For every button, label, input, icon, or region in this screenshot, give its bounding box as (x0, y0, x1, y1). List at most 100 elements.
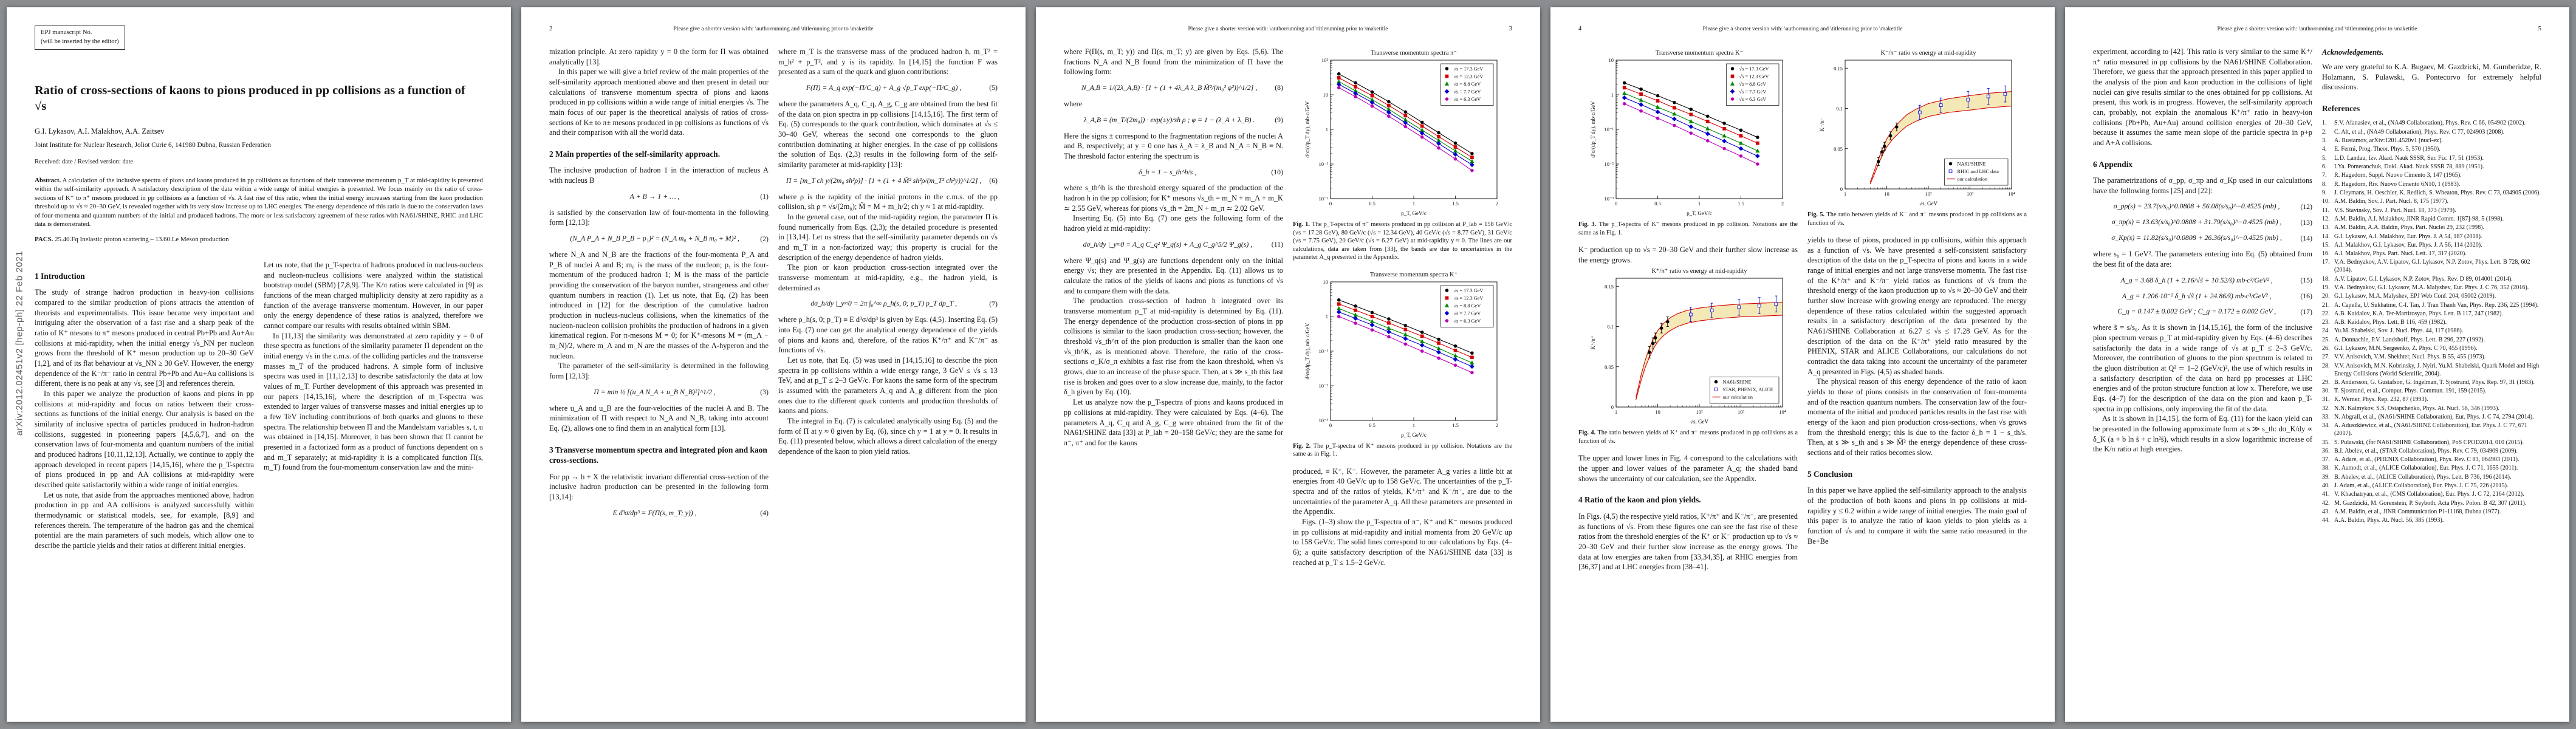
authors-line: G.I. Lykasov, A.I. Malakhov, A.A. Zaitse… (35, 126, 165, 135)
svg-text:10⁻¹: 10⁻¹ (1318, 348, 1328, 354)
reference-text: B. Andersson, G. Gustafson, G. Ingelman,… (2334, 378, 2535, 386)
reference-text: A. Donnachie, P.V. Landshoff, Phys. Lett… (2334, 336, 2485, 343)
equation-body: Π = min ½ [(u_A N_A + u_B N_B)²]^1/2 , (594, 387, 716, 396)
svg-text:10⁻¹: 10⁻¹ (1604, 126, 1614, 132)
reference-number: 35. (2322, 439, 2330, 446)
column-right: Acknowledgements. We are very grateful to… (2322, 47, 2541, 526)
equation: C_q = 0.147 ± 0.002 GeV ; C_g = 0.172 ± … (2093, 307, 2312, 317)
reference-item: 2. C. Alt, et al., (NA49 Collaboration), … (2322, 129, 2541, 137)
plot-fig2: Transverse momentum spectra K⁺ 0 0.5 1 1.5 2 1… (1304, 272, 1498, 438)
reference-text: T. Sjostrand, et al., Comput. Phys. Comm… (2334, 388, 2487, 395)
svg-text:2: 2 (1781, 200, 1783, 207)
column-right: Let us note, that the p_T-spectra of had… (264, 260, 483, 551)
abstract: Abstract. A calculation of the inclusive… (35, 176, 483, 229)
equation: N_A,B = 1/(2λ_A,B) · [1 + (1 + 4λ_A λ_B … (1064, 83, 1283, 93)
svg-text:√s = 12.3 GeV: √s = 12.3 GeV (1453, 295, 1483, 301)
svg-text:10: 10 (1608, 57, 1614, 63)
svg-text:1: 1 (1412, 200, 1414, 207)
svg-text:K⁺/π⁺ ratio vs energy at mid-r: K⁺/π⁺ ratio vs energy at mid-rapidity (1651, 268, 1747, 275)
two-column-body: Transverse momentum spectra K⁻ 0 0.5 1 1.5 2 1… (1578, 47, 2027, 572)
figure-caption: Fig. 5. The ratio between yields of K⁻ a… (1807, 211, 2027, 227)
column-right: K⁻/π⁻ ratio vs energy at mid-rapidity 1 10… (1807, 47, 2027, 572)
paragraph: where s̃ = s/s₀. As it is shown in [14,1… (2093, 323, 2312, 413)
paper-title: Ratio of cross-sections of kaons to pion… (35, 83, 465, 114)
svg-text:0.1: 0.1 (1607, 324, 1614, 330)
reference-text: V.V. Anisovich, M.N. Kobrinsky, J. Nyiri… (2334, 362, 2540, 377)
running-header: 4 Please give a shorter version with: \a… (1578, 26, 2027, 32)
reference-number: 37. (2322, 456, 2330, 464)
running-title: Please give a shorter version with: \aut… (1188, 26, 1388, 32)
reference-item: 23. A.B. Kaidalov, Phys. Lett. B 116, 459… (2322, 319, 2541, 327)
svg-text:K⁻/π⁻: K⁻/π⁻ (1819, 117, 1825, 131)
reference-list: 1. S.V. Afanasiev, et al., (NA49 Collabor… (2322, 120, 2541, 525)
reference-number: 33. (2322, 414, 2330, 421)
svg-text:√s, GeV: √s, GeV (1919, 200, 1937, 207)
reference-number: 22. (2322, 310, 2330, 317)
equation-body: N_A,B = 1/(2λ_A,B) · [1 + (1 + 4λ_A λ_B … (1081, 83, 1258, 92)
svg-text:10⁻¹: 10⁻¹ (1318, 161, 1328, 167)
reference-text: A. Capella, U. Sukhatme, C-I. Tan, J. Tr… (2334, 301, 2539, 309)
reference-text: G.I. Lykasov, M.A. Malyshev, EPJ Web Con… (2334, 293, 2496, 300)
manuscript-note: EPJ manuscript No. (will be inserted by … (35, 26, 125, 50)
reference-item: 41. V. Khachatryan, et al., (CMS Collabor… (2322, 491, 2541, 499)
svg-text:10: 10 (1323, 92, 1328, 98)
reference-number: 24. (2322, 327, 2330, 335)
column-right: Transverse momentum spectra π⁻ 0 0.5 1 1.5 2 1… (1293, 47, 1512, 567)
reference-number: 19. (2322, 284, 2330, 291)
reference-number: 26. (2322, 345, 2330, 352)
svg-text:0.05: 0.05 (1834, 146, 1843, 152)
reference-item: 19. V.A. Bednyakov, G.I. Lykasov, M.A. Ma… (2322, 284, 2541, 292)
svg-text:d²σ/(dp_T dy), mb·c/GeV: d²σ/(dp_T dy), mb·c/GeV (1304, 101, 1310, 158)
figure-caption: Fig. 4. The ratio between yields of K⁺ a… (1578, 429, 1798, 445)
paragraph: The upper and lower lines in Fig. 4 corr… (1578, 454, 1798, 483)
reference-item: 10. A.M. Baldin, Sov. J. Part. Nucl. 8, 1… (2322, 198, 2541, 206)
svg-text:10: 10 (1323, 279, 1328, 285)
equation-body: dσ_h/dy |_y≈0 = A_q C_q² Ψ_q(s) + A_g C_… (1083, 239, 1253, 248)
equation-body: δ_h = 1 − s_th^h/s , (1139, 167, 1197, 176)
reference-number: 2. (2322, 128, 2327, 135)
page-number: 5 (2538, 26, 2541, 32)
svg-text:1.5: 1.5 (1452, 422, 1459, 428)
page-3: Please give a shorter version with: \aut… (1036, 7, 1540, 722)
svg-text:0: 0 (1614, 200, 1617, 207)
equation-body: σ_Kp(s) = 11.82(s/s₀)^0.0808 + 26.36(s/s… (2111, 233, 2282, 242)
svg-text:10⁻³: 10⁻³ (1604, 196, 1614, 202)
paragraph: The physical reason of this energy depen… (1807, 377, 2027, 457)
reference-item: 30. T. Sjostrand, et al., Comput. Phys. C… (2322, 388, 2541, 395)
reference-item: 26. G.I. Lykasov, M.N. Sergeenko, Z. Phys… (2322, 345, 2541, 353)
reference-text: M. Gazdzicki, M. Gorenstein, P. Seyboth,… (2334, 499, 2527, 507)
reference-item: 14. G.I. Lykasov, A.I. Malakhov, Eur. Phy… (2322, 233, 2541, 241)
column-left: Transverse momentum spectra K⁻ 0 0.5 1 1.5 2 1… (1578, 47, 1798, 572)
column-left: experiment, according to [42]. This rati… (2093, 47, 2312, 526)
svg-text:10: 10 (1655, 409, 1660, 415)
reference-text: V. Khachatryan, et al., (CMS Collaborati… (2334, 491, 2524, 498)
equation-body: A_g = 1.206·10⁻² δ_h √s̃ (1 + 24.86/s̃) … (2122, 291, 2272, 300)
running-header: 2 Please give a shorter version with: \a… (549, 26, 998, 32)
received-line: Received: date / Revised version: date (35, 158, 134, 165)
reference-item: 13. A.M. Baldin, A.A. Baldin, Phys. Part.… (2322, 224, 2541, 232)
reference-text: G.I. Lykasov, A.I. Malakhov, Eur. Phys. … (2334, 233, 2482, 240)
paragraph: where (1064, 99, 1083, 108)
paragraph: where ρ_h(s, 0; p_T) ≡ E d³σ/dp³ is give… (778, 315, 998, 355)
equation: A_q = 3.68 δ_h (1 + 2.16/√s̃ + 10.52/s̃)… (2093, 276, 2313, 286)
reference-number: 28. (2322, 362, 2330, 369)
svg-text:our calculation: our calculation (1722, 395, 1753, 400)
equation: Π = [m_T ch y/(2m₀ sh²ρ)] · [1 + (1 + 4 … (778, 176, 998, 186)
paragraph: experiment, according to [42]. This rati… (2093, 47, 2312, 148)
paragraph: K⁻ production up to √s = 20–30 GeV and t… (1578, 245, 1798, 264)
svg-text:RHIC and LHC data: RHIC and LHC data (1957, 169, 1999, 174)
paragraph: yields to these of pions, produced in pp… (1807, 236, 2027, 376)
reference-text: B.I. Abelev, et al., (STAR Collaboration… (2334, 447, 2518, 454)
equation-body: (N_A P_A + N_B P_B − p₁)² = (N_A m₀ + N_… (570, 234, 739, 243)
reference-item: 27. V.V. Anisovich, V.M. Shekhter, Nucl. … (2322, 354, 2541, 361)
reference-item: 6. I.Ya. Pomeranchuk, Dokl. Akad. Nauk SS… (2322, 163, 2541, 171)
paragraph: In this paper we analyze the production … (35, 389, 254, 490)
equation-body: λ_A,B = (m_T/(2m₀)) · exp(±y)/sh ρ ; φ =… (1083, 115, 1255, 124)
reference-item: 11. V.S. Stavinsky, Sov. J. Part. Nucl. 1… (2322, 207, 2541, 215)
reference-text: R. Hagedorn, Riv. Nuovo Cimento 6N10, 1 … (2334, 180, 2461, 188)
reference-text: A.M. Baldin, Sov. J. Part. Nucl. 8, 175 … (2334, 198, 2449, 205)
equation: dσ_h/dy |_y≈0 = 2π ∫₀^∞ ρ_h(s, 0; p_T) p… (778, 299, 998, 309)
reference-number: 17. (2322, 259, 2330, 266)
paragraph: where N_A and N_B are the fractions of t… (549, 250, 769, 360)
paragraph: Let us note, that aside from the approac… (35, 490, 254, 550)
